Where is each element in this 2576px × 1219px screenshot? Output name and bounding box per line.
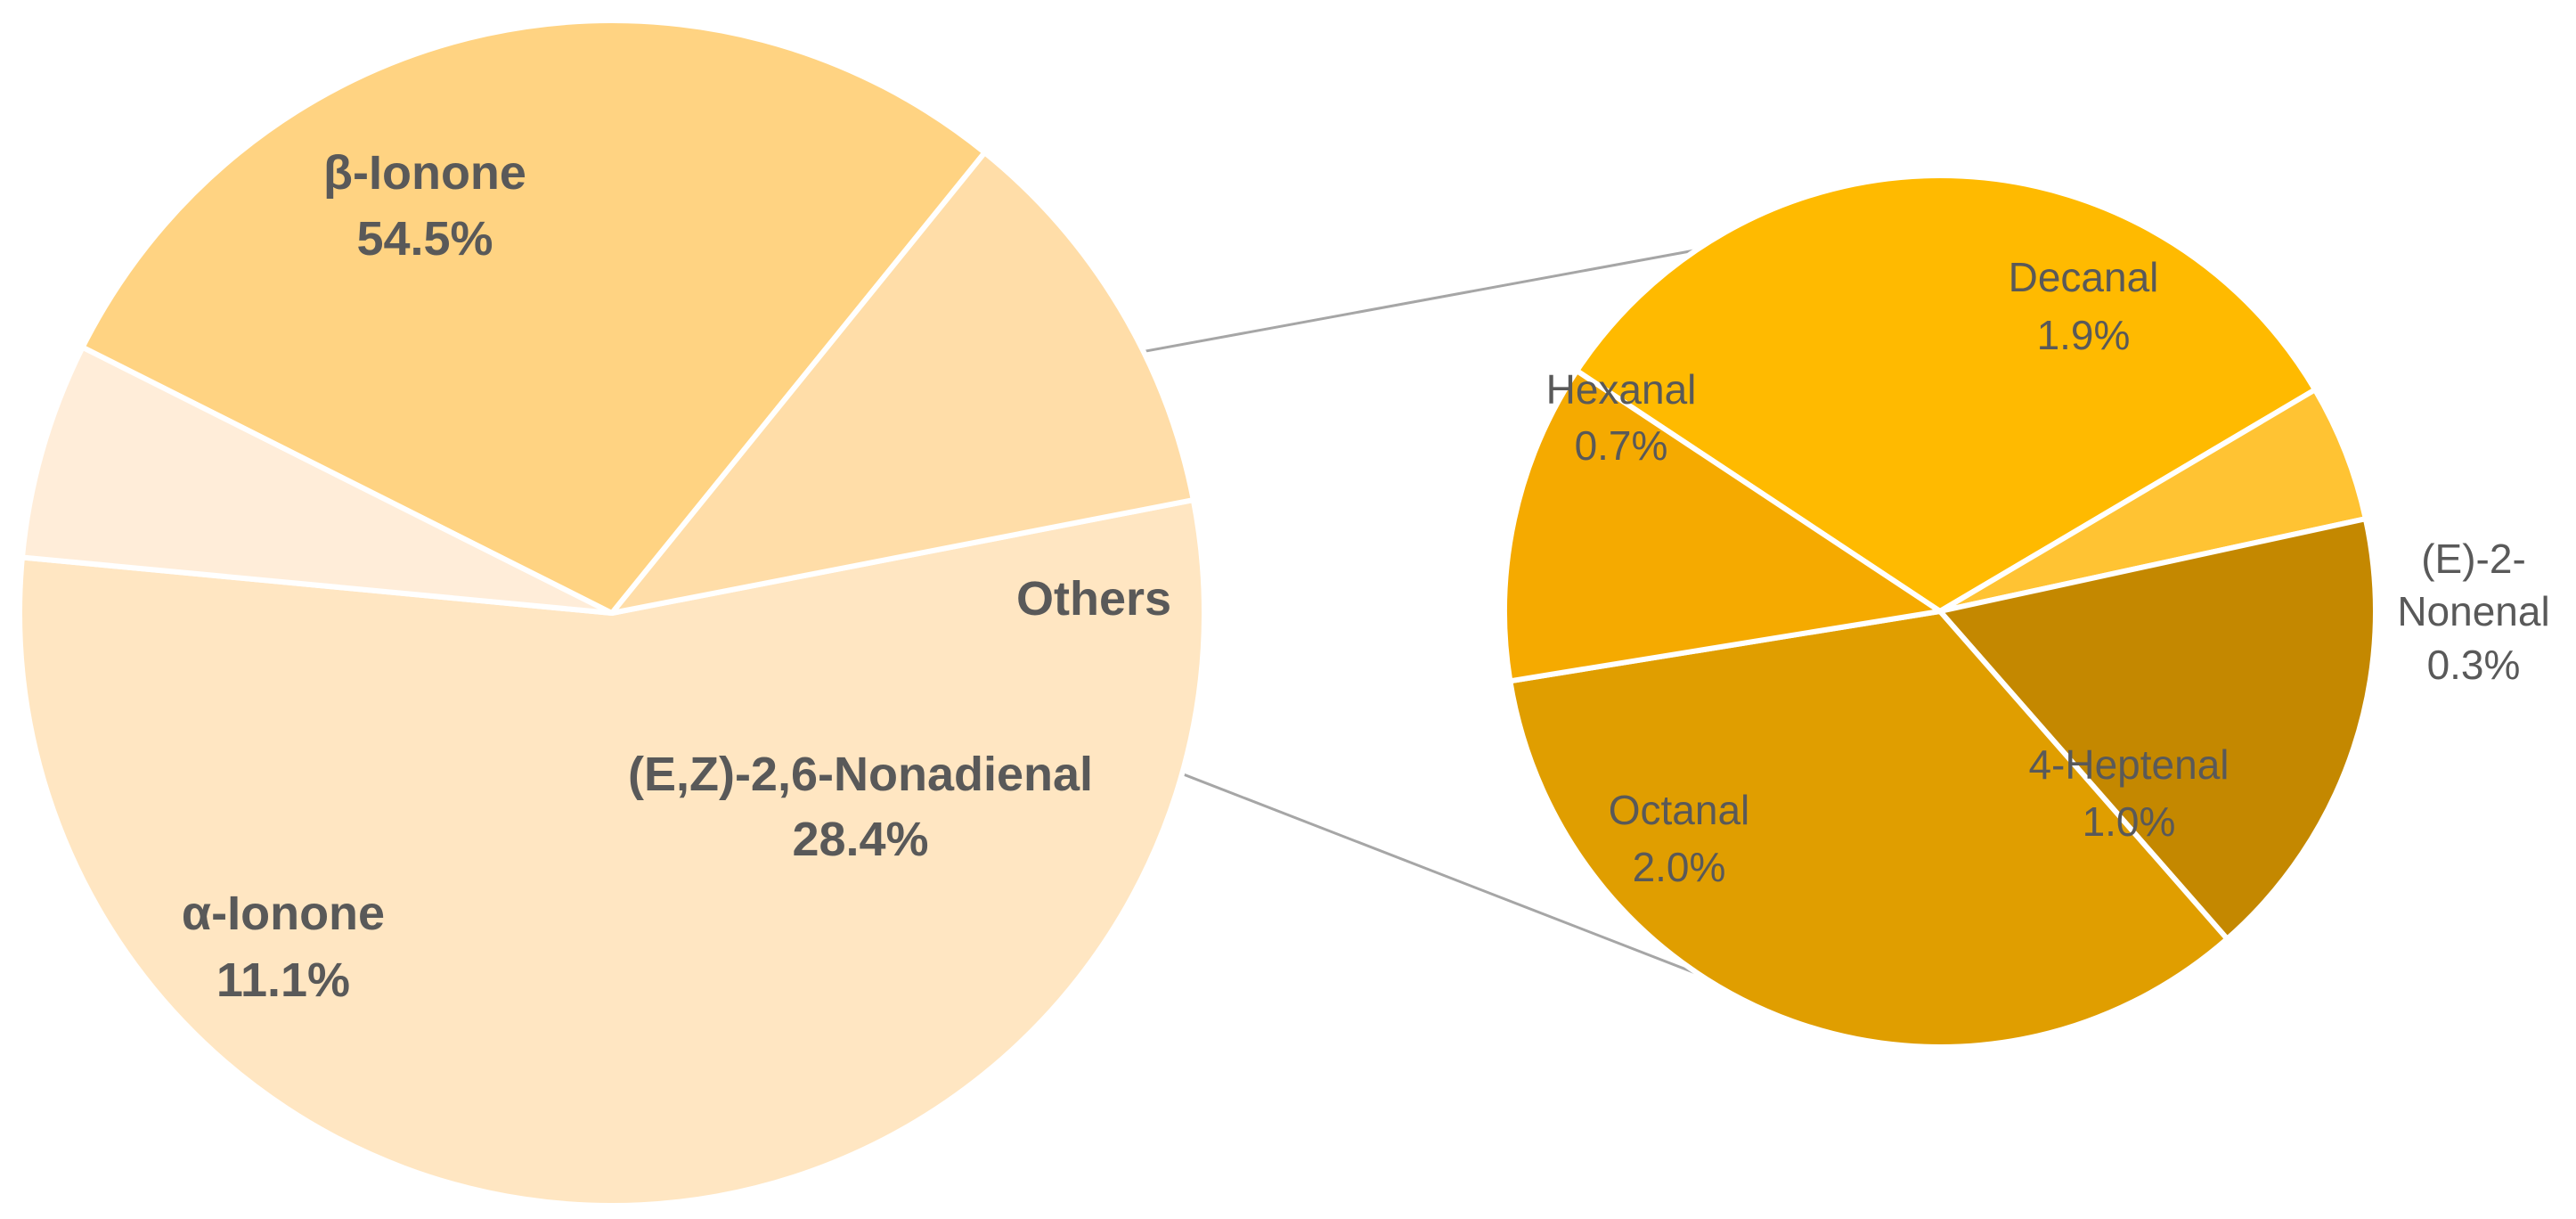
sub-value-4-heptenal: 1.0% [2083,798,2176,845]
sub-slice-decanal [1574,173,2319,614]
sub-slice-hexanal [1502,368,1943,684]
sub-slice-4-heptenal [1937,516,2378,942]
sub-label-e-2-nonenal-line1: (E)-2- [2421,536,2526,582]
main-pie [17,18,1208,1209]
main-label-ionone: α-Ionone [182,887,385,940]
main-slice-others [19,344,615,616]
sub-value-e-2-nonenal: 0.3% [2427,642,2521,688]
main-value-ionone: 54.5% [356,212,493,266]
main-value-e-z-2-6-nonadienal: 28.4% [792,813,928,866]
main-label-ionone: β-Ionone [323,146,526,200]
main-value-ionone: 11.1% [216,953,350,1007]
main-slice-e-z-2-6-nonadienal [79,18,988,616]
slice-labels: β-Ionone 54.5% Others (E,Z)-2,6-Nonadienal 2… [182,146,2550,1007]
sub-label-4-heptenal: 4-Heptenal [2028,741,2229,788]
sub-label-hexanal: Hexanal [1546,366,1697,413]
sub-value-octanal: 2.0% [1633,844,1726,890]
sub-label-decanal: Decanal [2009,254,2159,300]
sub-value-hexanal: 0.7% [1575,422,1668,469]
sub-label-octanal: Octanal [1609,787,1750,833]
main-label-others: Others [1016,572,1171,626]
main-slice-ionone [17,497,1208,1209]
main-label-e-z-2-6-nonadienal: (E,Z)-2,6-Nonadienal [628,748,1093,801]
main-slice-ionone [609,150,1196,616]
breakdown-pie [1502,173,2378,1050]
sub-value-decanal: 1.9% [2037,312,2131,358]
sub-slice-octanal [1507,609,2230,1050]
sub-label-e-2-nonenal-line2: Nonenal [2397,588,2549,634]
sub-slice-e-2-nonenal [1937,387,2368,614]
